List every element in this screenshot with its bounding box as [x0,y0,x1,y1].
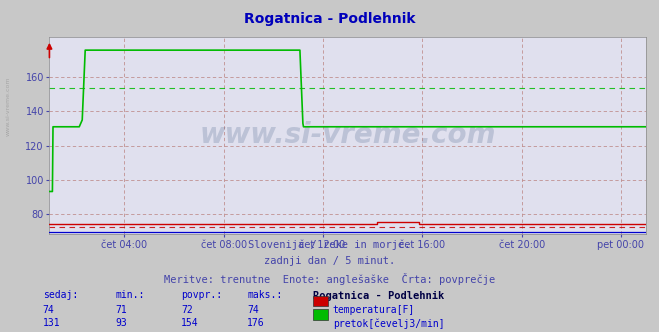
Text: zadnji dan / 5 minut.: zadnji dan / 5 minut. [264,256,395,266]
Text: 131: 131 [43,318,61,328]
Text: 72: 72 [181,305,193,315]
Text: www.si-vreme.com: www.si-vreme.com [200,121,496,149]
Text: 74: 74 [43,305,55,315]
Text: temperatura[F]: temperatura[F] [333,305,415,315]
Text: 93: 93 [115,318,127,328]
Text: 74: 74 [247,305,259,315]
Text: min.:: min.: [115,290,145,300]
Text: 154: 154 [181,318,199,328]
Text: sedaj:: sedaj: [43,290,78,300]
Text: 71: 71 [115,305,127,315]
Text: maks.:: maks.: [247,290,282,300]
Text: Slovenija / reke in morje.: Slovenija / reke in morje. [248,240,411,250]
Text: Meritve: trenutne  Enote: anglešaške  Črta: povprečje: Meritve: trenutne Enote: anglešaške Črta… [164,273,495,285]
Text: Rogatnica - Podlehnik: Rogatnica - Podlehnik [313,290,444,300]
Text: pretok[čevelj3/min]: pretok[čevelj3/min] [333,318,444,329]
Text: povpr.:: povpr.: [181,290,222,300]
Text: Rogatnica - Podlehnik: Rogatnica - Podlehnik [244,12,415,26]
Text: 176: 176 [247,318,265,328]
Text: www.si-vreme.com: www.si-vreme.com [5,76,11,136]
